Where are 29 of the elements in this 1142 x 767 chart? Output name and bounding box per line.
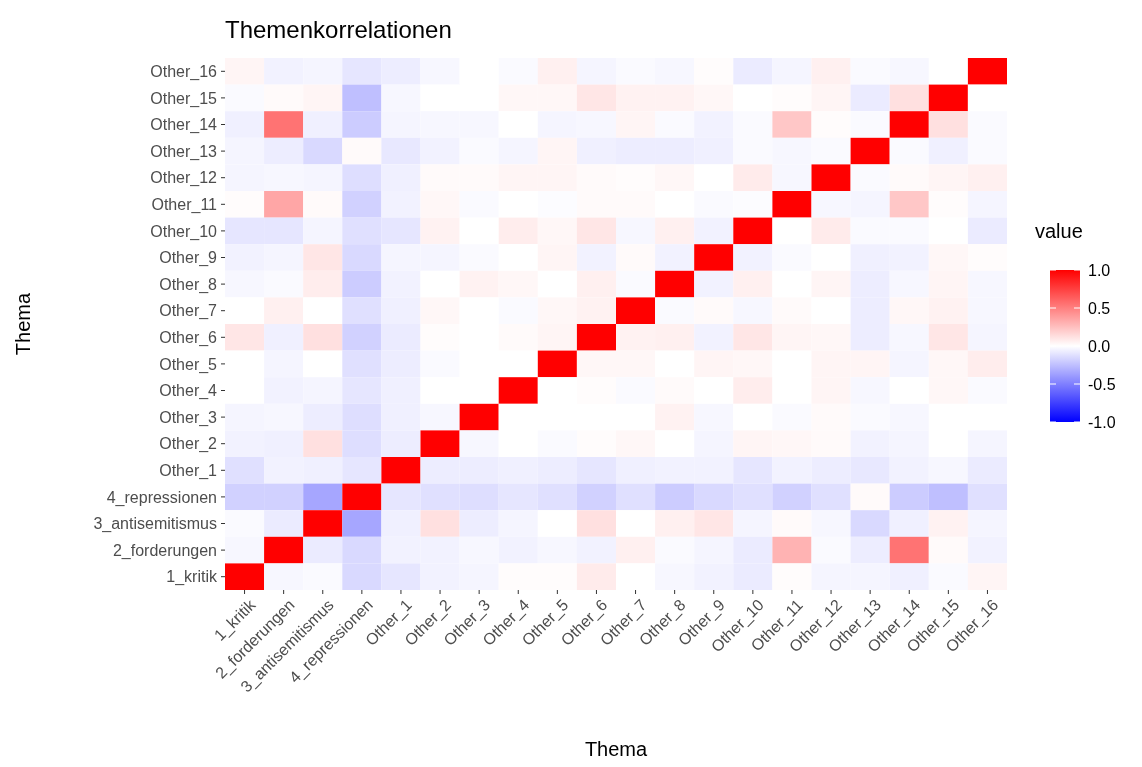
y-tick-label: Other_9 bbox=[159, 249, 218, 268]
y-tick-label: Other_7 bbox=[159, 302, 218, 321]
y-tick-label: Other_11 bbox=[151, 195, 218, 214]
y-tick-label: Other_12 bbox=[150, 169, 218, 188]
y-tick-label: Other_16 bbox=[150, 62, 218, 81]
y-axis-title: Thema bbox=[12, 292, 34, 356]
y-tick-label: Other_6 bbox=[159, 328, 218, 347]
y-tick-label: 4_repressionen bbox=[106, 488, 217, 507]
y-tick-label: Other_5 bbox=[159, 355, 218, 374]
y-tick-label: Other_4 bbox=[159, 382, 218, 401]
x-axis-title: Thema bbox=[584, 738, 648, 760]
color-bar-label: 0.5 bbox=[1088, 299, 1111, 317]
color-bar-label: 1.0 bbox=[1088, 261, 1111, 279]
y-tick-label: 1_kritik bbox=[166, 568, 218, 587]
y-tick-label: Other_14 bbox=[150, 116, 218, 135]
y-tick-label: Other_3 bbox=[159, 408, 218, 427]
y-tick-label: 3_antisemitismus bbox=[93, 515, 217, 534]
y-tick-label: Other_1 bbox=[159, 461, 218, 480]
y-tick-label: Other_10 bbox=[150, 222, 218, 241]
legend-title: value bbox=[1035, 220, 1083, 242]
color-bar-label: -1.0 bbox=[1088, 413, 1116, 431]
y-tick-label: Other_13 bbox=[150, 142, 218, 161]
y-tick-label: 2_forderungen bbox=[112, 541, 217, 560]
y-tick-label: Other_2 bbox=[159, 435, 218, 454]
color-bar-label: 0.0 bbox=[1088, 337, 1111, 355]
chart-title: Themenkorrelationen bbox=[225, 16, 452, 43]
y-tick-label: Other_15 bbox=[150, 89, 218, 108]
y-tick-label: Other_8 bbox=[159, 275, 218, 294]
color-bar-label: -0.5 bbox=[1088, 375, 1116, 393]
